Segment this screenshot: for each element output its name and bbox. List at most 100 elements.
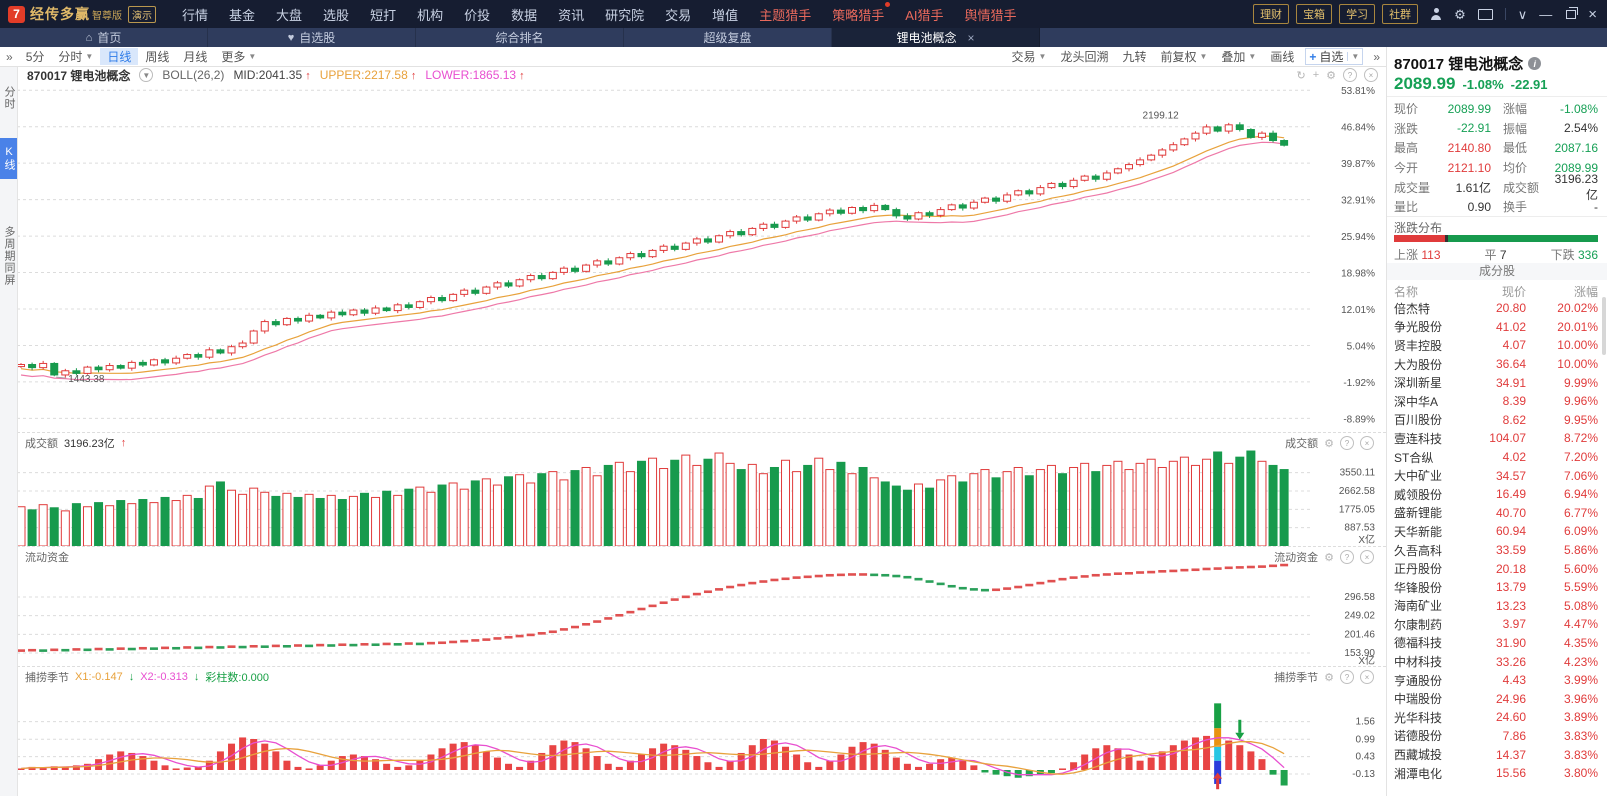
help-icon[interactable]: ? xyxy=(1343,68,1357,82)
constituent-row[interactable]: 正丹股份 20.18 5.60% xyxy=(1394,561,1598,577)
close-button[interactable]: × xyxy=(1588,5,1597,23)
gear-icon[interactable]: ⚙ xyxy=(1454,6,1466,22)
close-panel-icon[interactable]: × xyxy=(1360,436,1374,450)
constituent-row[interactable]: 倍杰特 20.80 20.02% xyxy=(1394,301,1598,316)
quick-button-宝箱[interactable]: 宝箱 xyxy=(1296,4,1333,24)
menu-item-交易[interactable]: 交易 xyxy=(665,7,692,23)
constituent-row[interactable]: 大为股份 36.64 10.00% xyxy=(1394,357,1598,372)
toolbar-更多[interactable]: 更多 ▼ xyxy=(221,50,257,64)
add-indicator-icon[interactable]: + xyxy=(1312,69,1320,81)
constituent-row[interactable]: 大中矿业 34.57 7.06% xyxy=(1394,468,1598,484)
constituent-row[interactable]: 尔康制药 3.97 4.47% xyxy=(1394,617,1598,632)
constituent-row[interactable]: ST合纵 4.02 7.20% xyxy=(1394,450,1598,465)
chevron-down-icon[interactable]: ∨ xyxy=(1517,6,1528,22)
constituent-row[interactable]: 深中华A 8.39 9.96% xyxy=(1394,394,1598,409)
close-panel-icon[interactable]: × xyxy=(1360,550,1374,564)
settings-icon[interactable]: ⚙ xyxy=(1326,69,1336,82)
constituent-row[interactable]: 争光股份 41.02 20.01% xyxy=(1394,319,1598,335)
toolbar-周线[interactable]: 周线 xyxy=(145,50,170,64)
toolbar-月线[interactable]: 月线 xyxy=(183,50,208,64)
tab-超级复盘[interactable]: 超级复盘 xyxy=(624,28,832,47)
menu-item-大盘[interactable]: 大盘 xyxy=(276,7,303,23)
constituent-row[interactable]: 天华新能 60.94 6.09% xyxy=(1394,524,1598,539)
chart-mode-多周期同屏[interactable]: 多周期同屏 xyxy=(3,226,15,286)
kline-chart[interactable]: 53.81% 46.84% 39.87% 32.91% 25.94% 18.98% 12.0… xyxy=(17,84,1386,432)
constituent-row[interactable]: 壹连科技 104.07 8.72% xyxy=(1394,431,1598,446)
menu-item-选股[interactable]: 选股 xyxy=(323,7,350,23)
constituent-row[interactable]: 西藏城投 14.37 3.83% xyxy=(1394,747,1598,763)
user-icon[interactable] xyxy=(1430,8,1442,20)
menu-item-行情[interactable]: 行情 xyxy=(182,7,209,23)
menu-item-短打[interactable]: 短打 xyxy=(370,7,397,23)
constituent-row[interactable]: 光华科技 24.60 3.89% xyxy=(1394,710,1598,725)
menu-item-增值[interactable]: 增值 xyxy=(712,7,739,23)
constituent-row[interactable]: 海南矿业 13.23 5.08% xyxy=(1394,598,1598,614)
constituent-row[interactable]: 百川股份 8.62 9.95% xyxy=(1394,412,1598,428)
expand-right-icon[interactable]: » xyxy=(1373,49,1380,64)
menu-item-主题猎手[interactable]: 主题猎手 xyxy=(759,7,812,23)
close-panel-icon[interactable]: × xyxy=(1364,68,1378,82)
menu-item-价投[interactable]: 价投 xyxy=(464,7,491,23)
constituent-row[interactable]: 中材科技 33.26 4.23% xyxy=(1394,654,1598,670)
refresh-icon[interactable]: ↻ xyxy=(1296,69,1306,82)
monitor-icon[interactable] xyxy=(1477,8,1493,20)
info-icon[interactable]: i xyxy=(1528,57,1542,70)
restore-button[interactable] xyxy=(1564,6,1579,19)
add-watchlist-button[interactable]: + 自选 ▼ xyxy=(1305,48,1364,65)
chart-mode-分时[interactable]: 分时 xyxy=(3,86,15,110)
constituent-row[interactable]: 德福科技 31.90 4.35% xyxy=(1394,635,1598,651)
tab-自选股[interactable]: ♥ 自选股 xyxy=(208,28,416,47)
toolbar-前复权[interactable]: 前复权 ▼ xyxy=(1160,50,1208,64)
constituent-row[interactable]: 湘潭电化 15.56 3.80% xyxy=(1394,766,1598,781)
collapse-left-icon[interactable]: » xyxy=(6,49,13,64)
menu-item-策略猎手[interactable]: 策略猎手 xyxy=(832,1,891,24)
help-icon[interactable]: ? xyxy=(1340,436,1354,450)
tab-close-icon[interactable]: × xyxy=(967,30,975,45)
quick-button-社群[interactable]: 社群 xyxy=(1382,4,1419,24)
close-panel-icon[interactable]: × xyxy=(1360,670,1374,684)
settings-icon[interactable]: ⚙ xyxy=(1324,437,1334,450)
quick-button-学习[interactable]: 学习 xyxy=(1339,4,1376,24)
toolbar-5分[interactable]: 5分 xyxy=(25,50,45,64)
settings-icon[interactable]: ⚙ xyxy=(1324,551,1334,564)
toolbar-叠加[interactable]: 叠加 ▼ xyxy=(1221,50,1257,64)
toolbar-分时[interactable]: 分时 ▼ xyxy=(58,50,94,64)
menu-item-资讯[interactable]: 资讯 xyxy=(558,7,585,23)
menu-item-数据[interactable]: 数据 xyxy=(511,7,538,23)
constituent-row[interactable]: 中瑞股份 24.96 3.96% xyxy=(1394,691,1598,707)
quick-button-理财[interactable]: 理财 xyxy=(1253,4,1290,24)
tab-首页[interactable]: ⌂ 首页 xyxy=(0,28,208,47)
scrollbar-thumb[interactable] xyxy=(1602,297,1606,355)
constituent-row[interactable]: 久吾高科 33.59 5.86% xyxy=(1394,543,1598,558)
demo-badge[interactable]: 演示 xyxy=(128,5,156,23)
menu-item-基金[interactable]: 基金 xyxy=(229,7,256,23)
constituent-row[interactable]: 盛新锂能 40.70 6.77% xyxy=(1394,505,1598,521)
help-icon[interactable]: ? xyxy=(1340,670,1354,684)
constituent-row[interactable]: 威领股份 16.49 6.94% xyxy=(1394,487,1598,502)
menu-item-AI猎手[interactable]: AI猎手 xyxy=(905,7,944,23)
menu-item-机构[interactable]: 机构 xyxy=(417,7,444,23)
constituent-row[interactable]: 贤丰控股 4.07 10.00% xyxy=(1394,338,1598,353)
toolbar-龙头回溯[interactable]: 龙头回溯 xyxy=(1060,50,1109,64)
menu-item-舆情猎手[interactable]: 舆情猎手 xyxy=(964,7,1017,23)
tab-综合排名[interactable]: 综合排名 xyxy=(416,28,624,47)
constituent-row[interactable]: 亨通股份 4.43 3.99% xyxy=(1394,673,1598,688)
constituent-row[interactable]: 华锋股份 13.79 5.59% xyxy=(1394,580,1598,595)
toolbar-画线[interactable]: 画线 xyxy=(1270,50,1295,64)
constituent-row[interactable]: 深圳新星 34.91 9.99% xyxy=(1394,375,1598,391)
indicator-dropdown-icon[interactable]: ▼ xyxy=(139,68,154,82)
constituent-row[interactable]: 诺德股份 7.86 3.83% xyxy=(1394,728,1598,744)
help-icon[interactable]: ? xyxy=(1340,550,1354,564)
toolbar-九转[interactable]: 九转 xyxy=(1122,50,1147,64)
toolbar-日线[interactable]: 日线 xyxy=(100,48,139,65)
minimize-button[interactable]: — xyxy=(1539,6,1553,22)
toolbar-交易[interactable]: 交易 ▼ xyxy=(1011,50,1047,64)
menu-item-研究院[interactable]: 研究院 xyxy=(605,7,645,23)
tab-锂电池概念[interactable]: 锂电池概念 × xyxy=(832,28,1040,47)
chart-mode-K线[interactable]: K线 xyxy=(0,138,17,179)
fishing-season-chart[interactable]: 1.56 0.99 0.43 -0.13 xyxy=(17,666,1386,796)
add-watchlist-caret[interactable]: ▼ xyxy=(1347,52,1362,61)
settings-icon[interactable]: ⚙ xyxy=(1324,671,1334,684)
